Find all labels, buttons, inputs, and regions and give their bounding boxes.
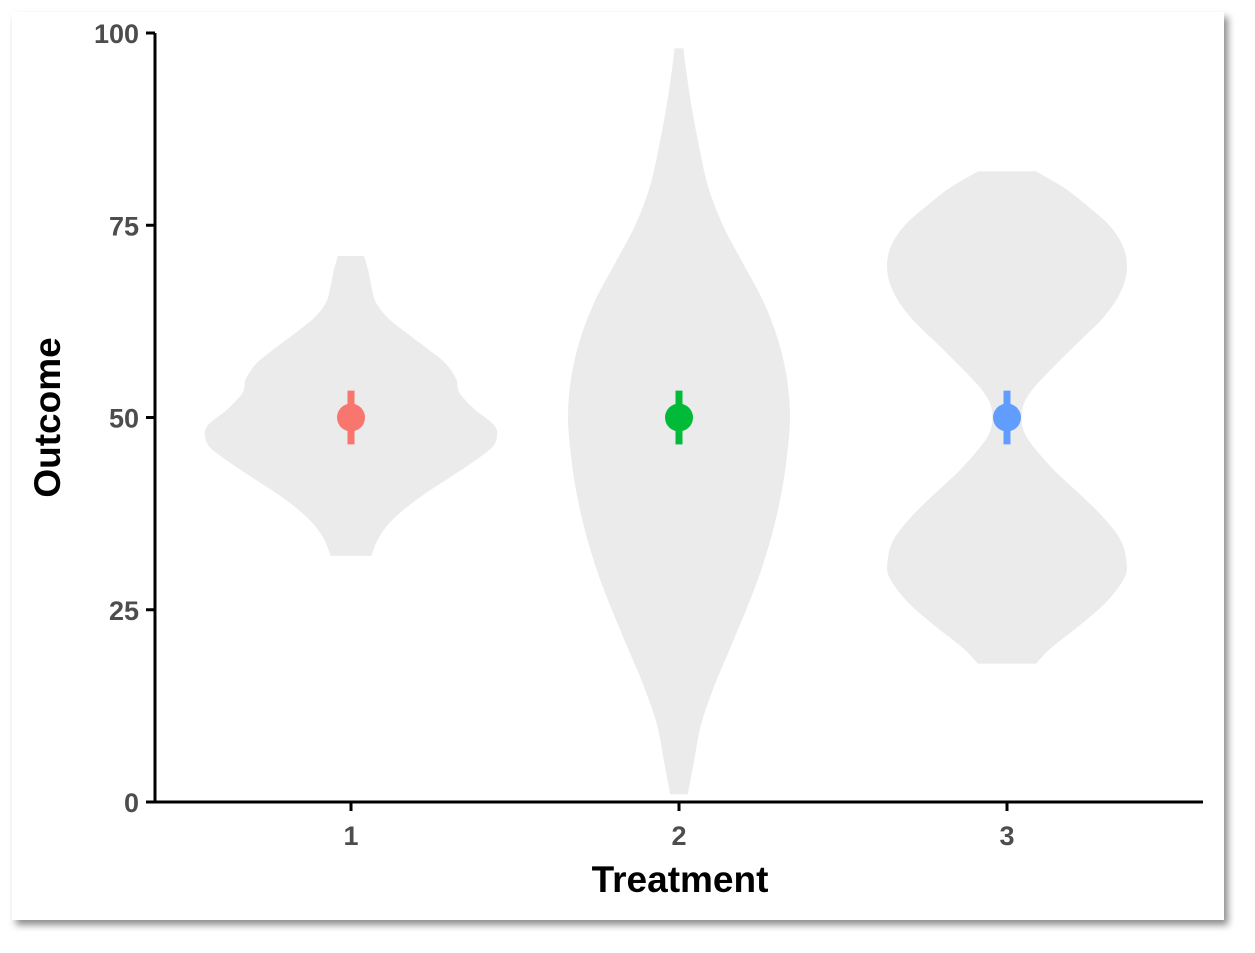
x-tick-label: 1 — [343, 821, 358, 851]
y-tick-label: 25 — [109, 596, 139, 626]
y-tick-label: 75 — [109, 211, 139, 241]
points-layer — [337, 390, 1021, 445]
y-tick-label: 0 — [124, 788, 139, 818]
mean-point-3 — [993, 403, 1021, 432]
mean-point-2 — [665, 403, 693, 432]
y-tick-label: 50 — [109, 404, 139, 434]
x-axis-title: Treatment — [592, 859, 769, 900]
y-tick-label: 100 — [94, 19, 139, 49]
y-ticks: 0 25 50 75 100 — [94, 19, 155, 818]
x-tick-label: 2 — [671, 821, 686, 851]
x-ticks: 1 2 3 — [343, 802, 1015, 851]
x-tick-label: 3 — [999, 821, 1014, 851]
mean-point-1 — [337, 403, 365, 432]
y-axis-title: Outcome — [27, 337, 68, 497]
